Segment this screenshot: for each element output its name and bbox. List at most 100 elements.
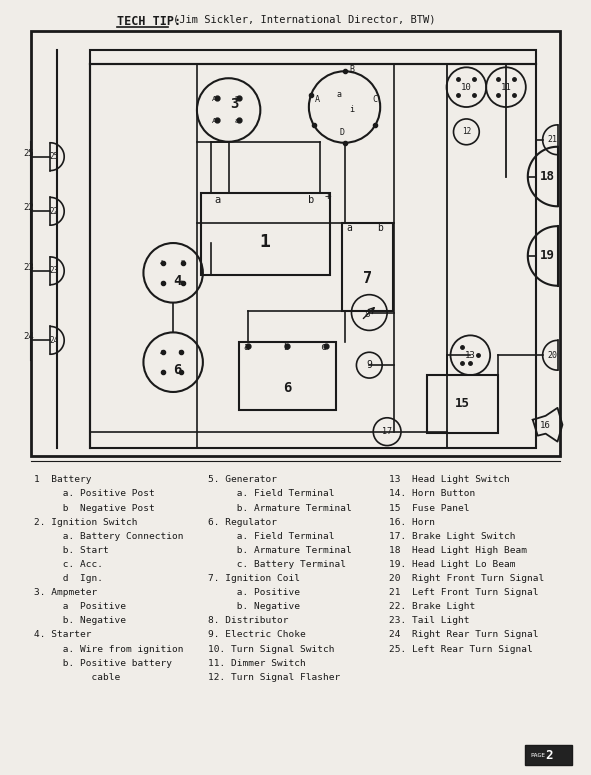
Text: 4. Starter: 4. Starter [34, 630, 92, 639]
Text: 24: 24 [23, 332, 34, 342]
Text: a: a [235, 118, 239, 124]
Text: B: B [178, 350, 182, 355]
Bar [90, 50, 535, 448]
Text: A: A [212, 96, 217, 102]
Text: b: b [308, 195, 314, 205]
Text: 24  Right Rear Turn Signal: 24 Right Rear Turn Signal [389, 630, 538, 639]
Text: 3: 3 [230, 97, 239, 111]
Text: b. Armature Terminal: b. Armature Terminal [208, 546, 352, 555]
Text: cable: cable [34, 673, 121, 682]
Text: 5. Generator: 5. Generator [208, 475, 277, 484]
Text: 25. Left Rear Turn Signal: 25. Left Rear Turn Signal [389, 645, 533, 653]
Text: 17. Brake Light Switch: 17. Brake Light Switch [389, 532, 515, 541]
Text: a: a [337, 90, 342, 99]
Text: 15: 15 [455, 398, 470, 411]
Text: 4: 4 [173, 274, 181, 288]
Text: 7. Ignition Coil: 7. Ignition Coil [208, 574, 300, 583]
Bar [31, 30, 560, 456]
Text: 18: 18 [540, 170, 555, 183]
Text: +: + [324, 191, 332, 202]
Text: B: B [180, 260, 184, 265]
Text: b: b [377, 223, 383, 233]
Text: 8: 8 [365, 310, 370, 319]
Text: 25: 25 [50, 152, 59, 161]
Bar [201, 194, 330, 275]
Text: 22. Brake Light: 22. Brake Light [389, 602, 475, 611]
Text: 13: 13 [465, 351, 476, 360]
Text: 6: 6 [173, 363, 181, 377]
Text: 17: 17 [382, 427, 392, 436]
Text: A: A [160, 350, 164, 355]
Text: (Jim Sickler, International Director, BTW): (Jim Sickler, International Director, BT… [173, 15, 436, 25]
Text: b: b [178, 370, 182, 374]
Text: 19: 19 [540, 250, 555, 263]
Text: 16. Horn: 16. Horn [389, 518, 435, 527]
Text: 15  Fuse Panel: 15 Fuse Panel [389, 504, 470, 512]
Text: 3. Ampmeter: 3. Ampmeter [34, 588, 98, 598]
Text: a. Positive: a. Positive [208, 588, 300, 598]
Text: 14. Horn Button: 14. Horn Button [389, 490, 475, 498]
Text: 2. Ignition Switch: 2. Ignition Switch [34, 518, 138, 527]
Text: A: A [212, 118, 217, 124]
Text: 13  Head Light Switch: 13 Head Light Switch [389, 475, 510, 484]
Text: 12. Turn Signal Flasher: 12. Turn Signal Flasher [208, 673, 340, 682]
Text: 11: 11 [501, 83, 511, 91]
Text: 1: 1 [260, 233, 271, 251]
Text: 22: 22 [23, 203, 34, 212]
Text: 23: 23 [50, 267, 59, 275]
Bar [342, 223, 393, 311]
Text: 25: 25 [23, 149, 34, 158]
Text: 20  Right Front Turn Signal: 20 Right Front Turn Signal [389, 574, 544, 583]
Text: PAGE: PAGE [531, 753, 545, 758]
Text: 6. Regulator: 6. Regulator [208, 518, 277, 527]
Text: 12: 12 [462, 127, 471, 136]
Text: 10: 10 [461, 83, 472, 91]
Text: a: a [160, 281, 164, 285]
Text: 2: 2 [545, 749, 553, 762]
Text: 9: 9 [366, 360, 372, 370]
Text: 23: 23 [23, 263, 34, 272]
Text: 10. Turn Signal Switch: 10. Turn Signal Switch [208, 645, 335, 653]
Text: b  Negative Post: b Negative Post [34, 504, 155, 512]
Text: c. Battery Terminal: c. Battery Terminal [208, 560, 346, 569]
Text: a: a [160, 370, 164, 374]
Text: b: b [180, 281, 184, 285]
Text: b. Negative: b. Negative [34, 616, 126, 625]
Text: 23. Tail Light: 23. Tail Light [389, 616, 470, 625]
Text: A: A [315, 95, 320, 104]
Text: a: a [215, 195, 221, 205]
Text: 19. Head Light Lo Beam: 19. Head Light Lo Beam [389, 560, 515, 569]
Text: c: c [320, 343, 326, 353]
Text: c. Acc.: c. Acc. [34, 560, 103, 569]
Text: A: A [160, 260, 164, 265]
Bar [427, 375, 498, 432]
Text: 7: 7 [363, 271, 372, 286]
Text: a. Positive Post: a. Positive Post [34, 490, 155, 498]
Text: B: B [349, 65, 355, 74]
Text: b. Positive battery: b. Positive battery [34, 659, 173, 667]
Text: 16: 16 [540, 422, 551, 430]
Text: b. Negative: b. Negative [208, 602, 300, 611]
Text: 20: 20 [547, 351, 557, 360]
Text: 6: 6 [283, 381, 291, 395]
Text: a  Positive: a Positive [34, 602, 126, 611]
Text: 1  Battery: 1 Battery [34, 475, 92, 484]
Text: D: D [340, 128, 345, 137]
Text: 8. Distributor: 8. Distributor [208, 616, 288, 625]
Bar [239, 343, 336, 410]
Text: a. Field Terminal: a. Field Terminal [208, 532, 335, 541]
Text: 21  Left Front Turn Signal: 21 Left Front Turn Signal [389, 588, 538, 598]
Text: 11. Dimmer Switch: 11. Dimmer Switch [208, 659, 306, 667]
Text: a: a [243, 343, 249, 353]
Text: 9. Electric Choke: 9. Electric Choke [208, 630, 306, 639]
Text: d  Ign.: d Ign. [34, 574, 103, 583]
Text: 18  Head Light High Beam: 18 Head Light High Beam [389, 546, 527, 555]
Text: b: b [283, 343, 289, 353]
Text: a: a [346, 223, 352, 233]
Text: 24: 24 [50, 336, 59, 345]
Text: b. Armature Terminal: b. Armature Terminal [208, 504, 352, 512]
Text: B: B [234, 96, 239, 102]
Text: i: i [349, 105, 355, 114]
Text: b. Start: b. Start [34, 546, 109, 555]
Text: 21: 21 [547, 136, 557, 144]
